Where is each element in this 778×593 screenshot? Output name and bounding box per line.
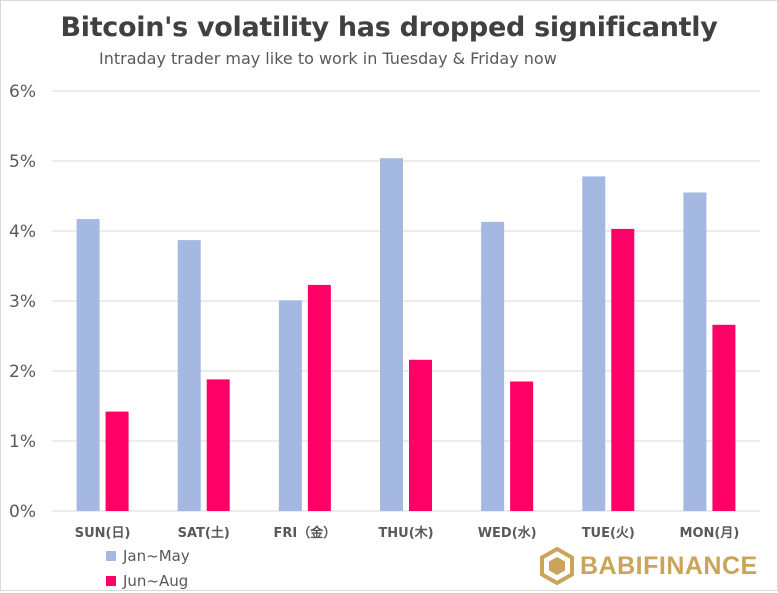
y-tick-label: 6% [9, 82, 36, 102]
bar-series-1 [278, 300, 302, 511]
chart-subtitle: Intraday trader may like to work in Tues… [99, 49, 557, 68]
x-tick-label: MON(月) [680, 526, 740, 541]
bar-series-2 [510, 381, 534, 511]
legend-item-series-2: Jun~Aug [106, 568, 190, 593]
x-tick-label: THU(木) [378, 525, 433, 541]
bar-series-1 [380, 158, 403, 511]
legend-label-series-2: Jun~Aug [123, 571, 189, 590]
legend: Jan~May Jun~Aug [106, 543, 190, 593]
bar-series-2 [712, 324, 736, 511]
brand-logo: BABIFINANCE [540, 547, 758, 585]
bar-series-2 [611, 228, 635, 511]
bar-series-2 [105, 411, 129, 511]
legend-label-series-1: Jan~May [123, 546, 190, 565]
y-tick-label: 2% [9, 362, 36, 382]
legend-swatch-series-2 [106, 575, 116, 586]
bar-series-1 [481, 221, 505, 511]
legend-item-series-1: Jan~May [106, 543, 190, 568]
y-tick-label: 1% [9, 432, 36, 452]
chart-title: Bitcoin's volatility has dropped signifi… [60, 12, 718, 43]
bar-series-1 [683, 192, 707, 511]
bar-series-2 [206, 379, 230, 511]
x-tick-label: WED(水) [478, 525, 537, 541]
hexagon-logo-icon [540, 547, 574, 585]
x-tick-label: FRI（金） [273, 525, 336, 541]
bar-series-2 [409, 359, 432, 511]
y-tick-label: 4% [9, 222, 36, 242]
bar-series-1 [582, 176, 606, 511]
bar-series-1 [177, 240, 201, 511]
bar-series-1 [76, 219, 100, 511]
x-tick-label: SUN(日) [75, 526, 131, 541]
x-tick-label: SAT(土) [178, 525, 230, 541]
y-tick-label: 3% [9, 292, 36, 312]
x-tick-label: TUE(火) [582, 526, 635, 541]
bar-series-2 [307, 284, 331, 511]
brand-name: BABIFINANCE [580, 551, 758, 580]
y-tick-label: 0% [9, 502, 36, 522]
y-tick-label: 5% [9, 152, 36, 172]
legend-swatch-series-1 [106, 550, 116, 561]
